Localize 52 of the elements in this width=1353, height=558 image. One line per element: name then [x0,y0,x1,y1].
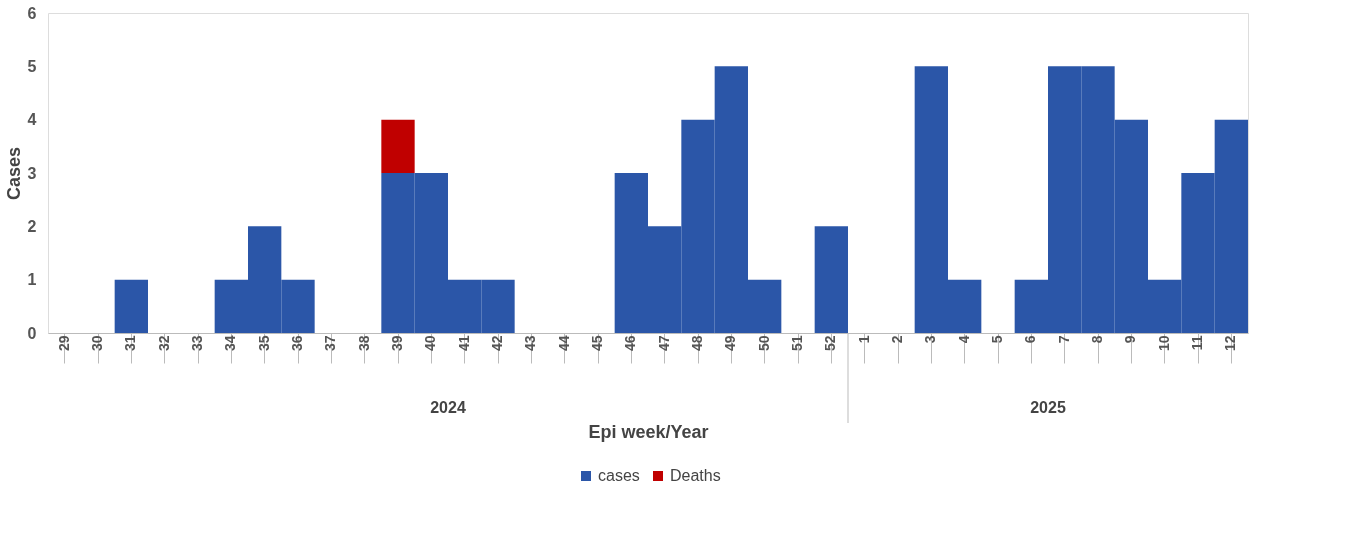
text: 2025 [1030,399,1066,416]
x-tick-label: 34 [222,335,239,352]
x-tick-label: 30 [89,335,105,352]
bar [114,279,148,333]
y-tick-label: 0 [27,324,37,342]
x-tick-label: 2 [889,335,905,344]
x-tick-label: 46 [622,335,639,352]
x-tick-label: 11 [1189,335,1205,351]
x-tick-label: 8 [1089,335,1105,344]
x-tick-label: 31 [122,335,139,352]
x-tick-label: 32 [155,335,172,352]
x-tick-label: 48 [689,335,705,352]
bar [381,119,415,173]
y-tick-label: 3 [27,164,37,182]
x-tick-label: 9 [1122,335,1139,344]
legend-label: cases [598,467,640,484]
x-tick-label: 35 [255,335,272,352]
x-tick-label: 45 [589,335,605,352]
y-tick-label: 1 [27,271,37,289]
x-tick-label: 7 [1055,335,1072,344]
y-tick-label: 6 [27,4,37,22]
x-tick-label: 12 [1222,335,1239,352]
x-tick-label: 39 [389,335,405,352]
x-tick-label: 40 [422,335,439,352]
x-tick-label: 44 [555,335,572,352]
x-tick-label: 52 [822,335,839,352]
x-tick-label: 37 [322,335,339,352]
x-tick-label: 41 [455,335,472,352]
x-tick-label: 5 [989,335,1005,344]
x-tick-label: 1 [855,335,872,344]
y-tick-label: 4 [27,111,37,129]
x-tick-label: 50 [755,335,772,352]
bar [814,226,848,333]
x-axis-title: Epi week/Year [588,422,709,442]
x-tick-label: 29 [55,335,72,352]
legend-label: Deaths [670,467,721,484]
x-tick-label: 10 [1155,335,1172,352]
x-tick-label: 51 [789,335,805,352]
y-axis-title: Cases [3,146,24,201]
x-tick-label: 49 [722,335,739,352]
x-tick-label: 33 [189,335,205,352]
x-tick-label: 47 [655,335,672,352]
x-tick-label: 4 [955,335,972,344]
x-tick-label: 3 [922,335,939,344]
x-tick-label: 43 [522,335,539,352]
text: 2024 [430,399,466,416]
x-tick-label: 42 [489,335,505,352]
x-tick-label: 6 [1022,335,1039,344]
y-tick-label: 2 [27,217,37,235]
y-tick-label: 5 [27,57,37,75]
x-tick-label: 36 [289,335,305,352]
x-tick-label: 38 [355,335,372,352]
